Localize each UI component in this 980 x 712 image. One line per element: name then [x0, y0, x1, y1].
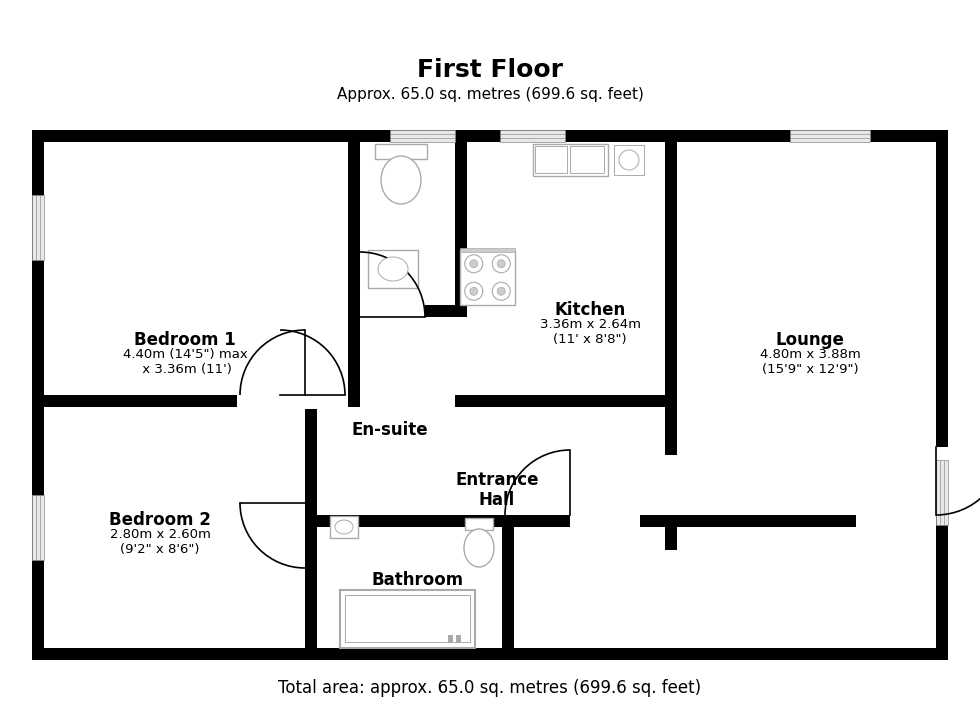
- Bar: [936, 130, 948, 660]
- Circle shape: [469, 287, 478, 295]
- Bar: [390, 130, 455, 142]
- Bar: [455, 395, 677, 407]
- Bar: [502, 515, 514, 648]
- Circle shape: [492, 255, 511, 273]
- Bar: [460, 250, 515, 305]
- Text: Bathroom: Bathroom: [372, 571, 465, 589]
- Text: 4.40m (14'5") max
 x 3.36m (11'): 4.40m (14'5") max x 3.36m (11'): [122, 348, 247, 376]
- Bar: [465, 518, 493, 530]
- Ellipse shape: [381, 156, 421, 204]
- Bar: [32, 495, 44, 560]
- Bar: [348, 395, 360, 407]
- Bar: [360, 305, 425, 319]
- Text: Bedroom 1: Bedroom 1: [134, 331, 236, 349]
- Text: Lounge: Lounge: [775, 331, 845, 349]
- Bar: [348, 142, 360, 395]
- Bar: [32, 130, 948, 142]
- Circle shape: [619, 150, 639, 170]
- Bar: [237, 395, 305, 409]
- Bar: [375, 144, 427, 159]
- Bar: [330, 516, 358, 538]
- Bar: [32, 195, 44, 260]
- Ellipse shape: [464, 529, 494, 567]
- Bar: [32, 130, 44, 660]
- Bar: [665, 395, 677, 455]
- Bar: [614, 145, 644, 175]
- Bar: [936, 460, 948, 525]
- Bar: [44, 395, 305, 407]
- Text: Kitchen: Kitchen: [555, 301, 625, 319]
- Circle shape: [497, 287, 506, 295]
- Bar: [348, 305, 467, 317]
- Bar: [448, 635, 453, 643]
- Bar: [368, 250, 418, 288]
- Bar: [340, 590, 475, 648]
- Bar: [665, 520, 677, 550]
- Text: Bedroom 2: Bedroom 2: [109, 511, 211, 529]
- Circle shape: [469, 260, 478, 268]
- Ellipse shape: [335, 520, 353, 534]
- Bar: [280, 395, 348, 409]
- Bar: [455, 142, 467, 305]
- Text: Entrance
Hall: Entrance Hall: [456, 471, 539, 509]
- Bar: [856, 515, 936, 529]
- Bar: [535, 146, 567, 173]
- Bar: [305, 395, 317, 648]
- Text: 4.80m x 3.88m
(15'9" x 12'9"): 4.80m x 3.88m (15'9" x 12'9"): [760, 348, 860, 376]
- Bar: [570, 146, 604, 173]
- Bar: [460, 248, 515, 252]
- Bar: [456, 635, 461, 643]
- Bar: [790, 130, 870, 142]
- Bar: [345, 595, 470, 642]
- Circle shape: [497, 260, 506, 268]
- Circle shape: [465, 255, 483, 273]
- Bar: [305, 515, 502, 527]
- Bar: [936, 447, 950, 515]
- Bar: [32, 648, 948, 660]
- Text: Total area: approx. 65.0 sq. metres (699.6 sq. feet): Total area: approx. 65.0 sq. metres (699…: [278, 679, 702, 697]
- Bar: [500, 130, 565, 142]
- Bar: [936, 515, 948, 527]
- Circle shape: [465, 282, 483, 300]
- Text: 2.80m x 2.60m
(9'2" x 8'6"): 2.80m x 2.60m (9'2" x 8'6"): [110, 528, 211, 556]
- Bar: [44, 395, 283, 407]
- Text: Approx. 65.0 sq. metres (699.6 sq. feet): Approx. 65.0 sq. metres (699.6 sq. feet): [336, 88, 644, 103]
- Ellipse shape: [378, 257, 408, 281]
- Circle shape: [492, 282, 511, 300]
- Text: 3.36m x 2.64m
(11' x 8'8"): 3.36m x 2.64m (11' x 8'8"): [540, 318, 641, 346]
- Bar: [32, 130, 948, 660]
- Bar: [640, 515, 677, 527]
- Bar: [502, 515, 570, 527]
- Text: First Floor: First Floor: [417, 58, 563, 82]
- Bar: [665, 142, 677, 395]
- Bar: [533, 144, 608, 176]
- Bar: [677, 515, 856, 527]
- Text: En-suite: En-suite: [352, 421, 428, 439]
